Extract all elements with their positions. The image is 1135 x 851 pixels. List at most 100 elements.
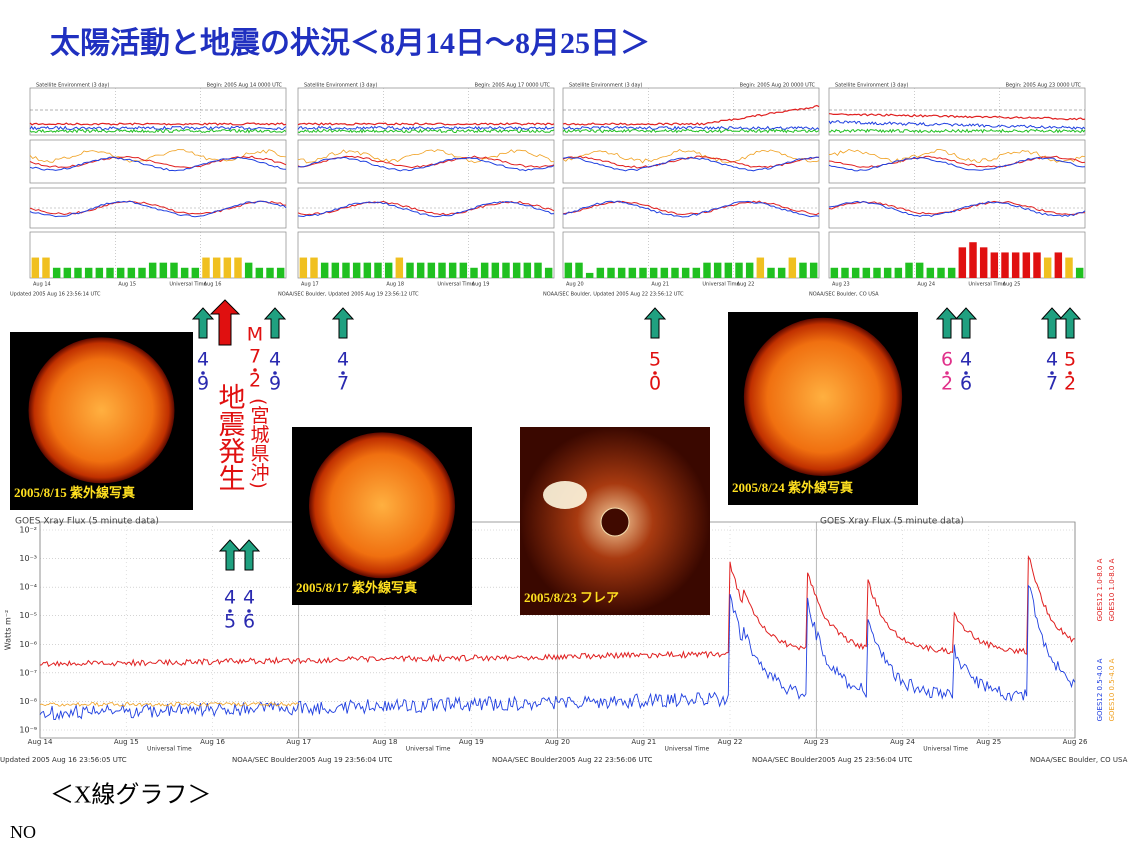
x-tick-label: Aug 14 — [28, 738, 53, 746]
image-caption: 2005/8/15 紫外線写真 — [14, 485, 135, 500]
kp-bar — [52, 267, 61, 278]
magnitude-digit: M — [247, 324, 263, 346]
note: NO — [10, 822, 36, 842]
xray-graph: GOES Xray Flux (5 minute data) GOES Xray … — [0, 517, 1128, 765]
panel-strip — [828, 231, 1086, 279]
magnitude-dot — [1050, 371, 1054, 375]
electron-line — [828, 156, 1086, 172]
kp-bar — [883, 267, 892, 278]
magnitude-digit: 2 — [249, 370, 261, 392]
magnitude-digit: 9 — [269, 373, 281, 395]
electron-line — [297, 149, 555, 164]
x-tick-label: Aug 21 — [631, 738, 656, 746]
magnitude-digit: 7 — [1046, 373, 1058, 395]
magnitude-dot — [653, 371, 657, 375]
kp-bar — [395, 257, 404, 278]
panel-header: Satellite Environment (3 day) — [835, 83, 909, 89]
panel-begin: Begin: 2005 Aug 14 0000 UTC — [207, 83, 283, 89]
proton-line — [828, 113, 1086, 121]
flare-blob — [543, 481, 587, 509]
x-tick-label: Aug 15 — [114, 738, 139, 746]
panel-footer: NOAA/SEC Boulder, Updated 2005 Aug 19 23… — [278, 292, 419, 298]
kp-bar — [116, 267, 125, 278]
kp-bar — [649, 267, 658, 278]
kp-bar — [585, 272, 594, 278]
y-axis-label: Watts m⁻² — [4, 610, 13, 651]
quake-arrow — [935, 307, 959, 339]
kp-bar — [809, 262, 818, 278]
quake-note: 地震発生 — [214, 383, 246, 491]
x-tick-label: Aug 20 — [545, 738, 570, 746]
kp-bar — [628, 267, 637, 278]
kp-bar — [681, 267, 690, 278]
kp-bar — [564, 262, 573, 278]
kp-bar — [416, 262, 425, 278]
y-tick-label: 10⁻³ — [19, 554, 37, 563]
panel-date: Aug 16 — [204, 282, 222, 288]
magnitude-digit: 0 — [649, 373, 661, 395]
panel-date: Aug 14 — [33, 282, 51, 288]
panels: Satellite Environment (3 day) Begin: 2005… — [10, 83, 1086, 298]
legend-entry: GOES10 0.5-4.0 A — [1108, 658, 1116, 721]
x-tick-label: Aug 17 — [286, 738, 311, 746]
x-tick-label: Aug 26 — [1063, 738, 1088, 746]
kp-bar — [788, 257, 797, 278]
kp-bar — [310, 257, 318, 278]
panel-date: Aug 23 — [832, 282, 850, 288]
magnitude-digit: 4 — [269, 349, 281, 371]
quake-main-arrow — [209, 299, 241, 346]
sun-disk — [28, 337, 175, 484]
y-tick-label: 10⁻⁷ — [19, 668, 37, 677]
x-tick-label: Aug 19 — [459, 738, 484, 746]
panel-date: Aug 20 — [566, 282, 584, 288]
kp-bar — [979, 247, 988, 278]
kp-bar — [671, 267, 679, 278]
kp-bar — [352, 262, 361, 278]
xray-long — [39, 554, 1076, 668]
panel-begin: Begin: 2005 Aug 20 0000 UTC — [740, 83, 816, 89]
kp-bar — [958, 247, 967, 278]
kp-bar — [777, 267, 786, 278]
kp-bar — [95, 267, 104, 278]
magnitude-digit: 4 — [243, 587, 255, 609]
panel-date: Aug 19 — [472, 282, 490, 288]
magnitude-digit: 5 — [224, 611, 236, 633]
kp-bar — [1054, 252, 1063, 278]
images: 2005/8/15 紫外線写真 2005/8/17 紫外線写真 2005/8/23 … — [10, 312, 918, 615]
kp-bar — [639, 267, 647, 278]
kp-bar — [692, 267, 701, 278]
kp-bar — [1022, 252, 1031, 278]
kp-bar — [212, 257, 221, 278]
panel-footer: Updated 2005 Aug 16 23:56:14 UTC — [10, 292, 101, 298]
kp-bar — [223, 257, 232, 278]
kp-bar — [42, 257, 50, 278]
kp-bar — [342, 262, 350, 278]
kp-bar — [127, 267, 136, 278]
xray-footer: NOAA/SEC Boulder, CO USA — [1030, 756, 1128, 764]
electron-line — [562, 156, 819, 172]
sun-disk — [309, 432, 455, 579]
panel-date: Aug 22 — [737, 282, 755, 288]
panel-begin: Begin: 2005 Aug 17 0000 UTC — [475, 83, 551, 89]
panel-header: Satellite Environment (3 day) — [569, 83, 643, 89]
panel-strip — [562, 87, 820, 136]
y-tick-label: 10⁻⁴ — [19, 583, 37, 592]
sun-disk — [743, 317, 903, 477]
magnitude-dot — [247, 609, 251, 613]
kp-bar — [947, 267, 956, 278]
kp-bar — [799, 262, 807, 278]
mag-line — [562, 200, 820, 216]
panel-footer: NOAA/SEC Boulder, Updated 2005 Aug 22 23… — [543, 292, 684, 298]
x-axis-label: Universal Time — [406, 746, 451, 753]
panel-strip — [29, 87, 287, 136]
kp-bar — [191, 267, 200, 278]
quake-arrow — [1058, 307, 1082, 339]
kp-bar — [299, 257, 308, 278]
magnitude-digit: 4 — [197, 349, 209, 371]
kp-bar — [1065, 257, 1073, 278]
kp-bar — [276, 267, 285, 278]
panel-date: Aug 15 — [118, 282, 136, 288]
kp-bar — [244, 262, 253, 278]
magnitude-dot — [964, 371, 968, 375]
